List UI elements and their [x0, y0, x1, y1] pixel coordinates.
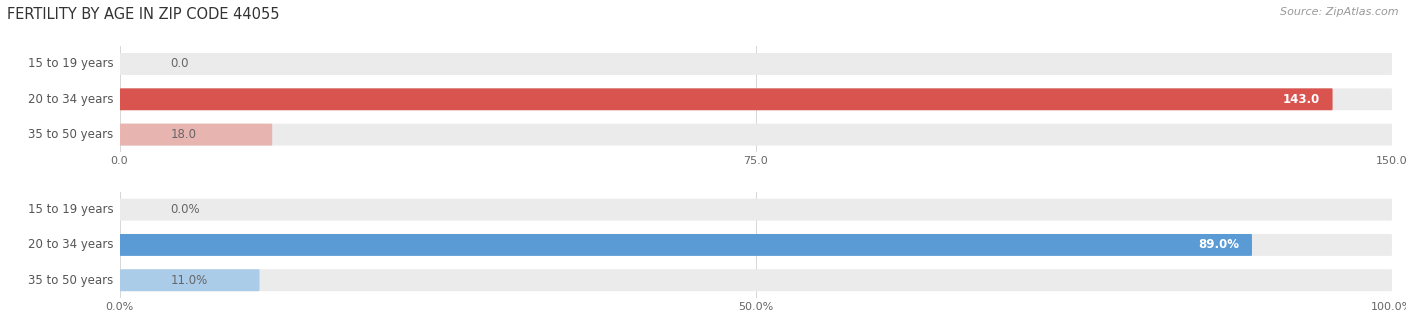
FancyBboxPatch shape	[120, 53, 1392, 75]
Text: 11.0%: 11.0%	[170, 274, 208, 287]
Text: 35 to 50 years: 35 to 50 years	[28, 128, 112, 141]
FancyBboxPatch shape	[120, 269, 1392, 291]
Text: 0.0: 0.0	[170, 58, 188, 71]
FancyBboxPatch shape	[120, 124, 1392, 146]
Text: 15 to 19 years: 15 to 19 years	[28, 203, 112, 216]
Text: 18.0: 18.0	[170, 128, 197, 141]
Text: 35 to 50 years: 35 to 50 years	[28, 274, 112, 287]
FancyBboxPatch shape	[120, 269, 260, 291]
Text: 15 to 19 years: 15 to 19 years	[28, 58, 112, 71]
Text: 20 to 34 years: 20 to 34 years	[28, 238, 112, 252]
FancyBboxPatch shape	[120, 124, 273, 146]
Text: 89.0%: 89.0%	[1198, 238, 1239, 252]
Text: FERTILITY BY AGE IN ZIP CODE 44055: FERTILITY BY AGE IN ZIP CODE 44055	[7, 7, 280, 22]
FancyBboxPatch shape	[120, 88, 1392, 110]
FancyBboxPatch shape	[120, 234, 1392, 256]
FancyBboxPatch shape	[120, 199, 1392, 220]
Text: 143.0: 143.0	[1282, 93, 1320, 106]
FancyBboxPatch shape	[120, 234, 1251, 256]
Text: 20 to 34 years: 20 to 34 years	[28, 93, 112, 106]
Text: 0.0%: 0.0%	[170, 203, 200, 216]
Text: Source: ZipAtlas.com: Source: ZipAtlas.com	[1281, 7, 1399, 17]
FancyBboxPatch shape	[120, 88, 1333, 110]
